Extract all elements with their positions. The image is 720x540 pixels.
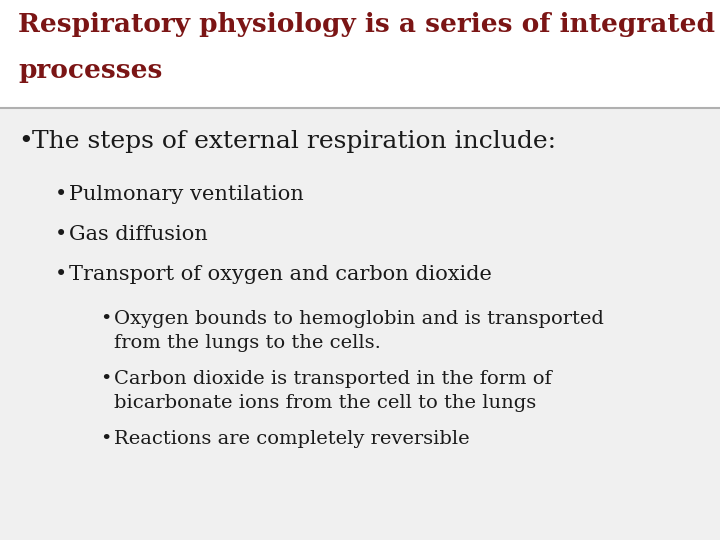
Text: •: •	[55, 265, 67, 284]
Text: •: •	[55, 225, 67, 244]
Text: Gas diffusion: Gas diffusion	[69, 225, 208, 244]
Text: Carbon dioxide is transported in the form of
bicarbonate ions from the cell to t: Carbon dioxide is transported in the for…	[114, 370, 552, 411]
Text: Transport of oxygen and carbon dioxide: Transport of oxygen and carbon dioxide	[69, 265, 492, 284]
Text: •: •	[55, 185, 67, 204]
Text: •: •	[100, 370, 112, 388]
Text: Pulmonary ventilation: Pulmonary ventilation	[69, 185, 304, 204]
Text: •: •	[18, 130, 32, 153]
Text: •: •	[100, 310, 112, 328]
Bar	[0, 108, 720, 540]
Text: •: •	[100, 430, 112, 448]
Text: The steps of external respiration include:: The steps of external respiration includ…	[32, 130, 556, 153]
Text: processes: processes	[18, 58, 163, 83]
Bar	[0, 0, 720, 108]
Text: Oxygen bounds to hemoglobin and is transported
from the lungs to the cells.: Oxygen bounds to hemoglobin and is trans…	[114, 310, 604, 352]
Text: Respiratory physiology is a series of integrated: Respiratory physiology is a series of in…	[18, 12, 715, 37]
Text: Reactions are completely reversible: Reactions are completely reversible	[114, 430, 469, 448]
